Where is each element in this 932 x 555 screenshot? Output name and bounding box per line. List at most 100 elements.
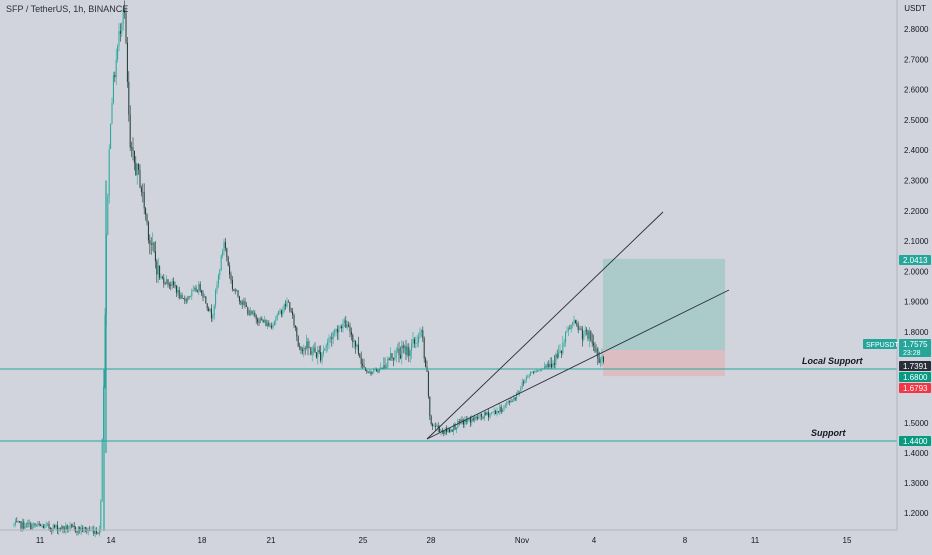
candle-body: [255, 315, 257, 320]
candle-body: [391, 353, 393, 358]
candle-body: [511, 400, 513, 402]
candle-body: [352, 334, 354, 343]
price-label-badge[interactable]: [899, 339, 931, 357]
candle-body: [342, 322, 344, 329]
candle-body: [318, 350, 320, 353]
candle-body: [556, 354, 558, 358]
candle-body: [392, 357, 394, 360]
candle-body: [586, 329, 588, 331]
candle-body: [140, 187, 142, 192]
price-label-badge[interactable]: [899, 372, 931, 382]
candle-body: [124, 9, 126, 13]
candles: [13, 0, 604, 538]
time-axis[interactable]: 11 14 18 21 25 28 Nov 4 8 11 15: [0, 529, 897, 545]
symbol-legend[interactable]: SFP / TetherUS, 1h, BINANCE: [6, 4, 129, 14]
candle-body: [524, 379, 526, 383]
candle-body: [321, 353, 323, 361]
candle-body: [285, 304, 287, 307]
candle-body: [423, 338, 425, 359]
candle-body: [478, 416, 480, 419]
candle-body: [590, 331, 592, 342]
candle-body: [523, 382, 525, 384]
price-label-badge[interactable]: [899, 361, 931, 371]
drawings[interactable]: Local Support Support: [0, 211, 897, 442]
price-label-badge[interactable]: [899, 255, 931, 265]
candle-body: [489, 413, 491, 418]
candle-body: [199, 284, 201, 291]
candle-body: [418, 336, 420, 343]
candle-body: [574, 320, 576, 323]
candle-body: [356, 344, 358, 347]
symbol-tag[interactable]: [863, 339, 897, 349]
candle-body: [75, 527, 77, 532]
candle-body: [250, 311, 252, 315]
candle-body: [598, 358, 600, 363]
candle-body: [224, 241, 226, 249]
candle-body: [189, 296, 191, 297]
candle-body: [231, 280, 233, 289]
candle-body: [476, 417, 478, 419]
candle-body: [499, 406, 501, 412]
candle-body: [117, 45, 119, 60]
lower-trendline[interactable]: [426, 289, 730, 440]
candle-body: [161, 276, 163, 279]
candle-body: [112, 75, 114, 103]
candle-body: [357, 344, 359, 354]
candle-body: [327, 341, 329, 346]
candle-body: [216, 284, 218, 291]
candle-body: [527, 376, 529, 378]
candle-body: [159, 265, 161, 278]
candle-body: [269, 325, 271, 327]
candle-body: [252, 312, 254, 314]
candle-body: [551, 363, 553, 368]
candle-body: [108, 149, 110, 197]
time-tick-label: 11: [36, 536, 45, 545]
candle-body: [584, 329, 586, 335]
candle-body: [132, 147, 134, 151]
candle-body: [35, 525, 37, 527]
price-axis[interactable]: 2.8000 2.7000 2.6000 2.5000 2.4000 2.3000 2.20…: [863, 0, 931, 530]
candle-body: [145, 208, 147, 215]
candle-body: [588, 331, 590, 339]
candle-body: [154, 251, 156, 262]
candle-body: [332, 332, 334, 339]
candle-body: [198, 284, 200, 292]
candle-body: [562, 343, 564, 354]
candle-body: [23, 521, 25, 529]
candle-body: [282, 310, 284, 315]
candle-body: [28, 523, 30, 524]
candle-body: [399, 354, 401, 359]
long-position-zones[interactable]: [603, 258, 725, 377]
candle-body: [383, 365, 385, 369]
price-tick-label: 2.0000: [904, 267, 929, 276]
candle-body: [349, 326, 351, 332]
stop-zone[interactable]: [603, 350, 725, 377]
time-tick-label: 11: [751, 536, 760, 545]
candle-body: [311, 351, 313, 355]
price-label-badge[interactable]: [899, 436, 931, 446]
candle-body: [118, 31, 120, 46]
candle-body: [222, 251, 224, 256]
candle-body: [178, 289, 180, 299]
candle-body: [97, 533, 99, 535]
candle-body: [454, 423, 456, 430]
candle-body: [353, 341, 355, 343]
candle-body: [136, 163, 138, 176]
candle-body: [465, 419, 467, 422]
price-tick-label: 2.1000: [904, 237, 929, 246]
candle-body: [471, 418, 473, 423]
candle-body: [115, 59, 117, 78]
candle-body: [434, 425, 436, 427]
candle-body: [217, 275, 219, 285]
candle-body: [450, 429, 452, 433]
target-zone[interactable]: [603, 258, 725, 350]
price-label-badge[interactable]: [899, 383, 931, 393]
candle-body: [538, 370, 540, 372]
upper-trendline[interactable]: [426, 211, 664, 440]
candle-body: [468, 418, 470, 420]
candle-body: [79, 526, 81, 532]
candle-body: [20, 521, 22, 529]
candle-body: [380, 367, 382, 369]
